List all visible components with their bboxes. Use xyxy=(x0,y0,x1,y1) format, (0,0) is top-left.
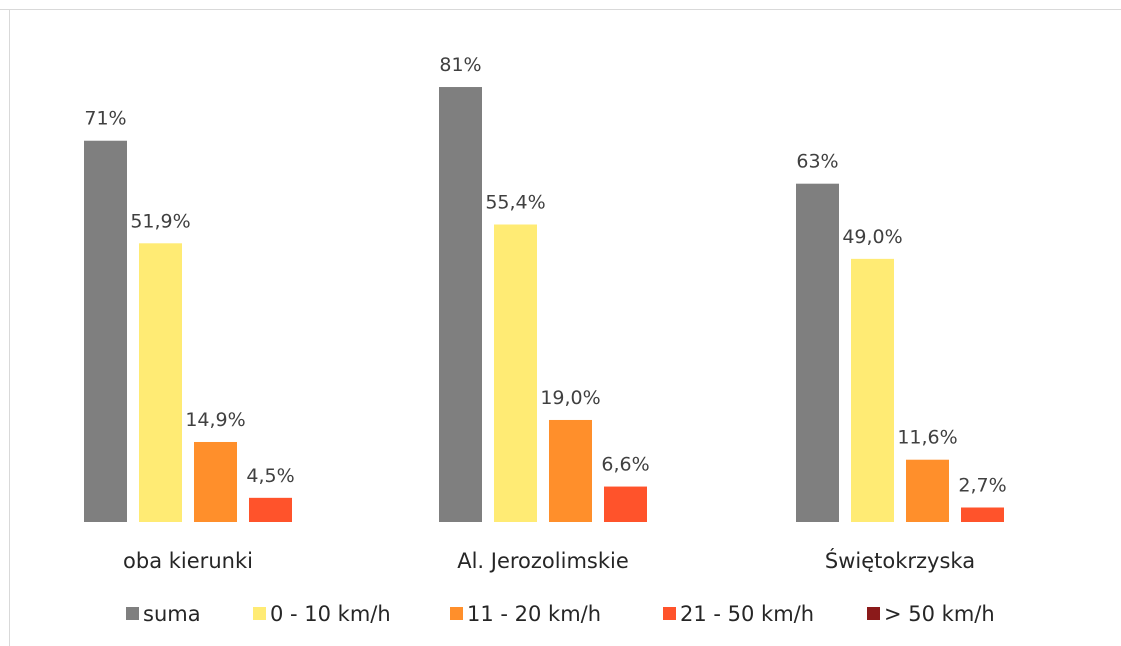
frame-border-top xyxy=(0,9,1121,10)
bar-4-1 xyxy=(249,497,292,522)
legend-swatch-3 xyxy=(450,607,463,620)
bar-4-3 xyxy=(961,507,1004,522)
data-label-3-1: 14,9% xyxy=(185,409,245,431)
category-label-1: oba kierunki xyxy=(123,549,253,573)
legend-label-1: suma xyxy=(143,602,201,626)
category-label-2: Al. Jerozolimskie xyxy=(457,549,629,573)
bar-3-3 xyxy=(906,459,949,522)
bar-3-2 xyxy=(549,419,592,522)
frame-border-left xyxy=(9,9,10,646)
data-label-2-2: 55,4% xyxy=(485,192,545,214)
data-label-2-3: 49,0% xyxy=(842,226,902,248)
data-label-4-2: 6,6% xyxy=(601,454,649,476)
bar-4-2 xyxy=(604,486,647,522)
data-label-1-1: 71% xyxy=(84,108,126,130)
bar-3-1 xyxy=(194,441,237,522)
bar-2-2 xyxy=(494,224,537,522)
bar-1-1 xyxy=(84,140,127,523)
data-label-4-3: 2,7% xyxy=(958,475,1006,497)
category-label-3: Świętokrzyska xyxy=(825,548,975,573)
bar-1-3 xyxy=(796,183,839,522)
bar-2-3 xyxy=(851,258,894,522)
bar-2-1 xyxy=(139,243,182,522)
legend-label-4: 21 - 50 km/h xyxy=(680,602,814,626)
data-label-3-2: 19,0% xyxy=(540,387,600,409)
data-label-3-3: 11,6% xyxy=(897,427,957,449)
data-label-1-3: 63% xyxy=(796,151,838,173)
legend-label-5: > 50 km/h xyxy=(884,602,995,626)
data-label-1-2: 81% xyxy=(439,54,481,76)
legend-swatch-5 xyxy=(867,607,880,620)
legend-label-3: 11 - 20 km/h xyxy=(467,602,601,626)
data-label-2-1: 51,9% xyxy=(130,210,190,232)
legend-swatch-2 xyxy=(253,607,266,620)
bar-1-2 xyxy=(439,87,482,522)
data-label-4-1: 4,5% xyxy=(246,465,294,487)
legend-swatch-1 xyxy=(126,607,139,620)
legend-swatch-4 xyxy=(663,607,676,620)
legend-label-2: 0 - 10 km/h xyxy=(270,602,391,626)
